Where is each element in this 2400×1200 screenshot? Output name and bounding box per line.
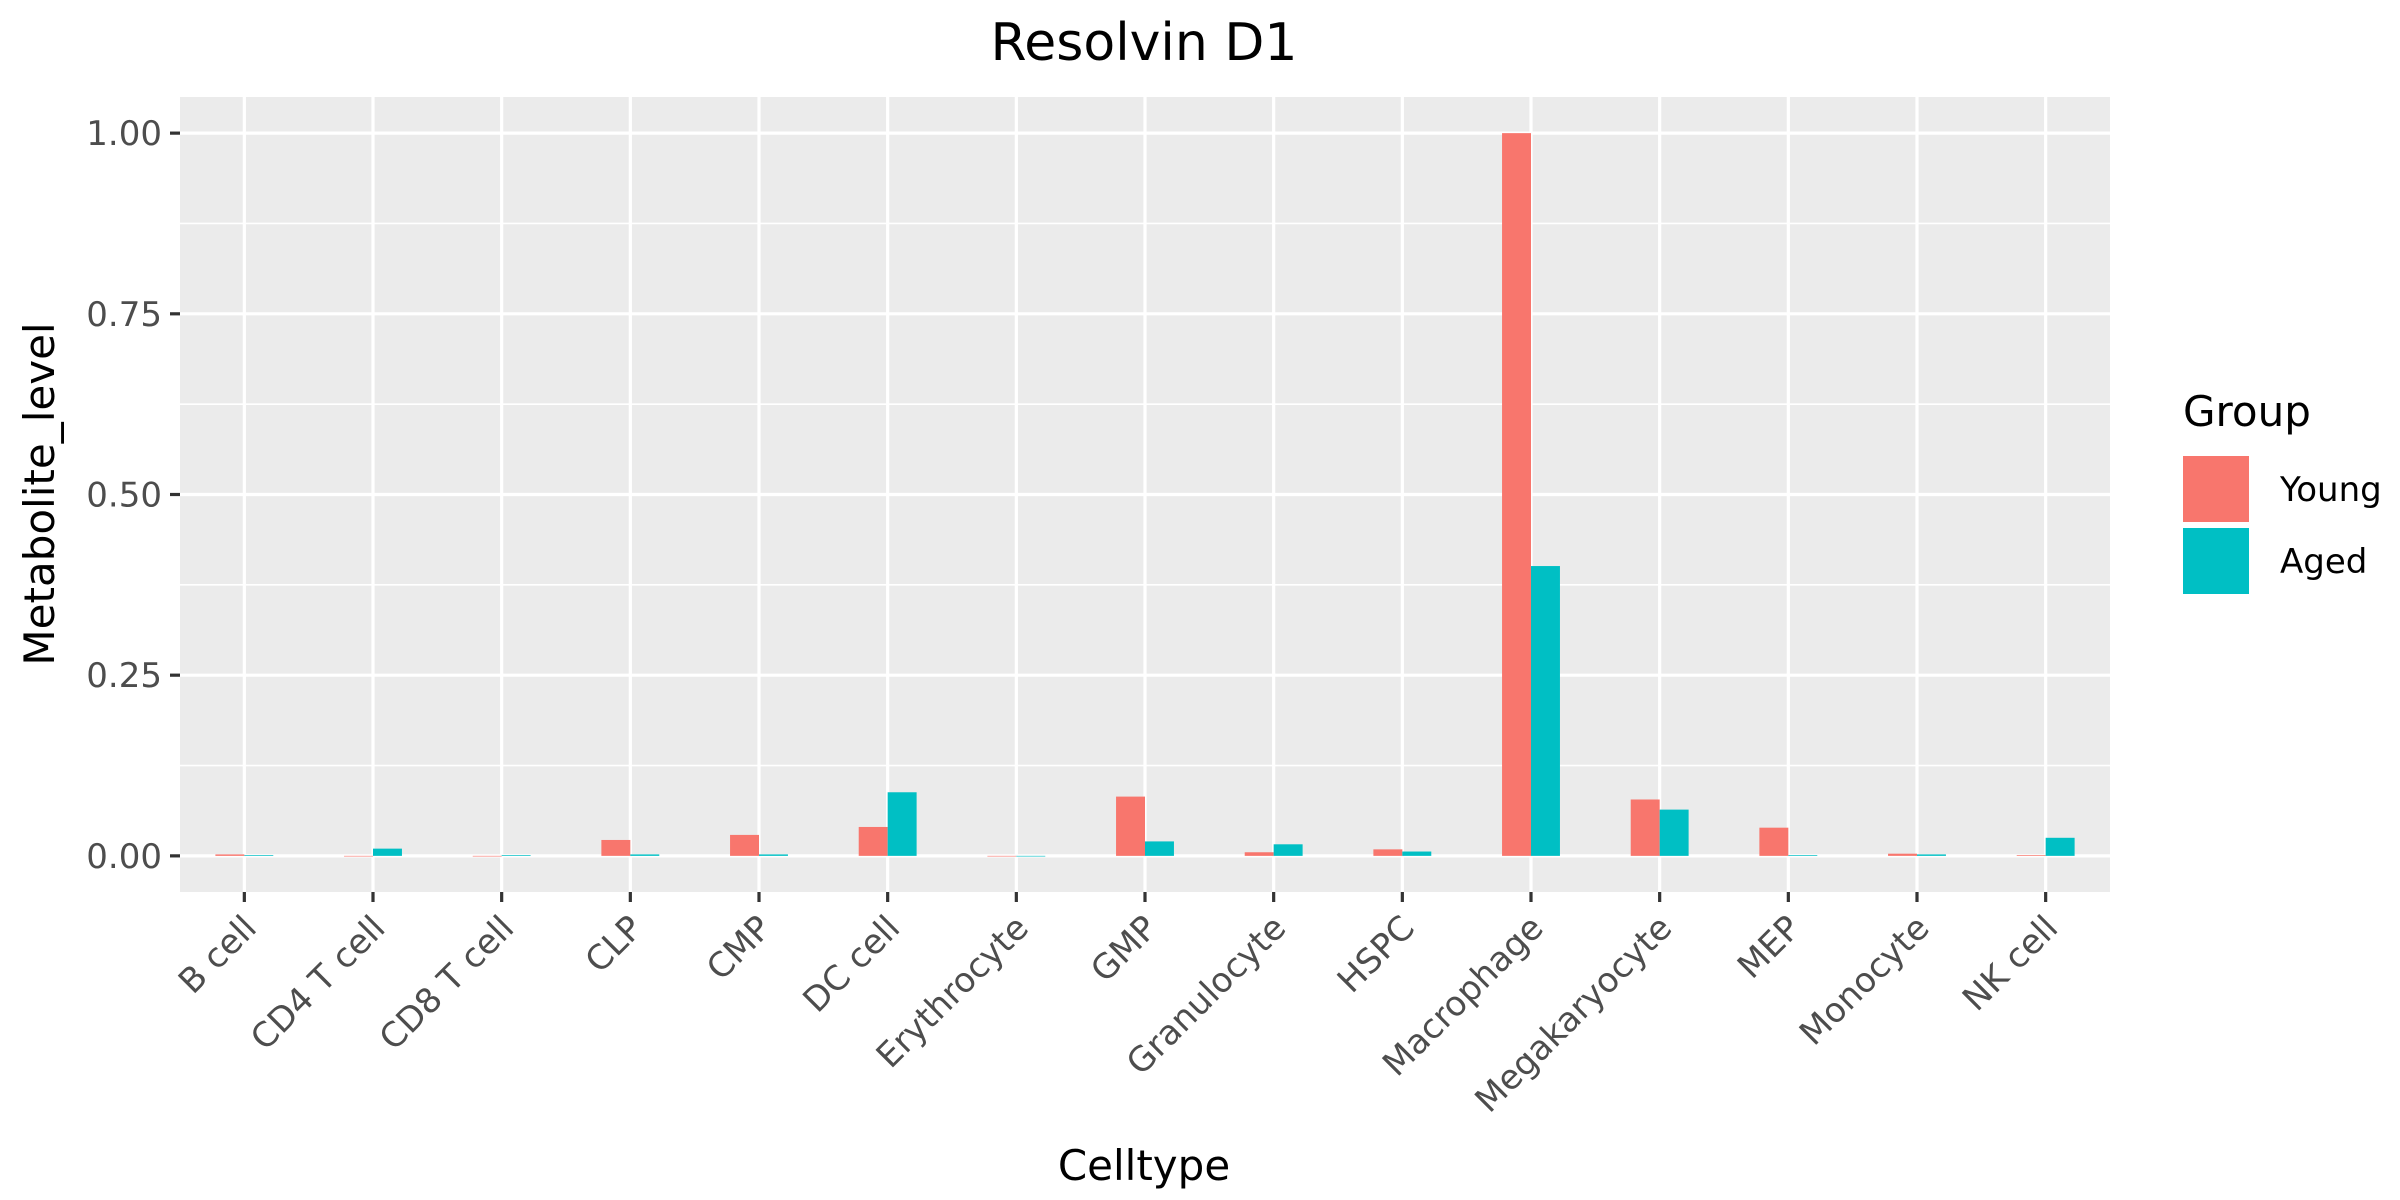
bar-aged-cd4-t-cell: [373, 848, 402, 856]
legend-swatch-young: [2183, 456, 2249, 522]
bar-aged-mep: [1788, 855, 1818, 856]
bar-aged-b-cell: [244, 855, 274, 856]
bar-aged-cmp: [759, 854, 788, 856]
bar-aged-granulocyte: [1273, 844, 1303, 856]
bar-young-clp: [601, 839, 631, 856]
legend-label-young: Young: [2279, 470, 2382, 510]
y-tick-label: 0.75: [86, 295, 162, 335]
x-axis-title: Celltype: [1058, 1141, 1230, 1190]
bar-young-granulocyte: [1244, 852, 1274, 856]
bar-young-mep: [1759, 827, 1789, 856]
y-axis: 0.00 0.25 0.50 0.75 1.00: [86, 114, 180, 877]
bar-young-hspc: [1373, 849, 1403, 856]
bar-young-cmp: [730, 834, 759, 856]
bar-aged-nk-cell: [2045, 837, 2075, 856]
legend-label-aged: Aged: [2280, 542, 2367, 582]
bar-young-erythrocyte: [987, 855, 1017, 857]
bars: [215, 133, 2075, 857]
y-axis-title: Metabolite_level: [15, 322, 64, 665]
bar-aged-monocyte: [1917, 854, 1946, 856]
bar-young-megakaryocyte: [1630, 799, 1660, 856]
bar-young-monocyte: [1888, 853, 1917, 856]
bar-aged-clp: [630, 854, 660, 856]
bar-young-b-cell: [215, 854, 245, 856]
bar-young-macrophage: [1502, 133, 1531, 856]
bar-young-cd4-t-cell: [344, 855, 373, 857]
bar-aged-macrophage: [1531, 566, 1560, 856]
y-tick-label: 0.00: [86, 837, 162, 877]
bar-young-gmp: [1116, 796, 1145, 856]
legend-title: Group: [2183, 387, 2311, 436]
bar-aged-erythrocyte: [1016, 855, 1046, 857]
y-tick-label: 1.00: [86, 114, 162, 154]
y-tick-label: 0.50: [86, 476, 162, 516]
bar-aged-dc-cell: [887, 792, 917, 856]
bar-young-cd8-t-cell: [472, 855, 502, 857]
bar-young-dc-cell: [858, 826, 888, 856]
bar-aged-megakaryocyte: [1659, 809, 1689, 856]
bar-aged-hspc: [1402, 851, 1432, 856]
bar-aged-cd8-t-cell: [501, 855, 531, 856]
chart-title: Resolvin D1: [991, 13, 1298, 73]
legend-swatch-aged: [2183, 528, 2249, 594]
legend: Group Young Aged: [2183, 387, 2382, 594]
y-tick-label: 0.25: [86, 656, 162, 696]
bar-aged-gmp: [1145, 841, 1174, 856]
bar-young-nk-cell: [2016, 855, 2046, 856]
